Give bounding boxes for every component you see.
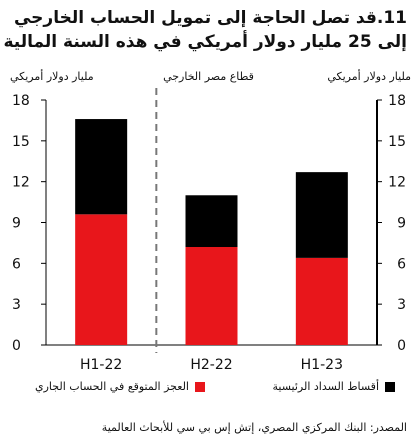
- y-tick-label-left: 0: [12, 338, 21, 354]
- legend-label-deficit: العجز المتوقع في الحساب الجاري: [35, 380, 189, 393]
- y-tick-label-right: 9: [397, 216, 406, 232]
- legend-item-principal: أقساط السداد الرئيسية: [273, 380, 395, 393]
- y-tick-label-left: 18: [12, 93, 30, 109]
- legend-label-principal: أقساط السداد الرئيسية: [272, 380, 379, 393]
- bar-principal-H1-22: [75, 119, 128, 215]
- y-tick-label-left: 12: [12, 175, 30, 191]
- y-tick-label-right: 6: [397, 256, 406, 272]
- y-tick-label-right: 3: [397, 297, 406, 313]
- bar-deficit-H1-22: [75, 214, 128, 345]
- y-tick-label-right: 18: [388, 93, 406, 109]
- y-tick-label-left: 15: [12, 134, 30, 150]
- x-tick-label: H1-23: [301, 357, 343, 373]
- left-axis-unit-label: مليار دولار أمريكي: [10, 70, 94, 83]
- chart-title: 11.قد تصل الحاجة إلى تمويل الحساب الخارج…: [3, 6, 408, 54]
- bar-deficit-H1-23: [295, 257, 348, 345]
- title-line-1: 11.قد تصل الحاجة إلى تمويل الحساب الخارج…: [13, 8, 407, 28]
- bar-deficit-H2-22: [185, 247, 238, 345]
- stacked-bar-chart: 0 0 3 3 6 6 9 9 12 12 15 15 18 18 H1-22 H2-22 H1-23: [12, 88, 406, 373]
- bar-principal-H1-23: [295, 172, 348, 258]
- legend-swatch-principal: [385, 381, 395, 392]
- legend-swatch-deficit: [195, 381, 205, 392]
- y-tick-label-right: 15: [388, 134, 406, 150]
- title-line-2: إلى 25 مليار دولار أمريكي في هذه السنة ا…: [3, 32, 408, 52]
- y-tick-label-left: 3: [12, 297, 21, 313]
- y-tick-label-left: 9: [12, 216, 21, 232]
- x-tick-label: H2-22: [190, 357, 232, 373]
- y-tick-label-right: 0: [397, 338, 406, 354]
- sector-label: قطاع مصر الخارجي: [163, 70, 254, 83]
- x-tick-label: H1-22: [80, 357, 122, 373]
- bar-principal-H2-22: [185, 195, 238, 247]
- legend-item-deficit: العجز المتوقع في الحساب الجاري: [35, 380, 205, 393]
- y-tick-label-right: 12: [388, 175, 406, 191]
- right-axis-unit-label: مليار دولار أمريكي: [327, 70, 411, 83]
- source-note: المصدر: البنك المركزي المصري، إتش إس بي …: [101, 421, 407, 434]
- y-tick-label-left: 6: [12, 256, 21, 272]
